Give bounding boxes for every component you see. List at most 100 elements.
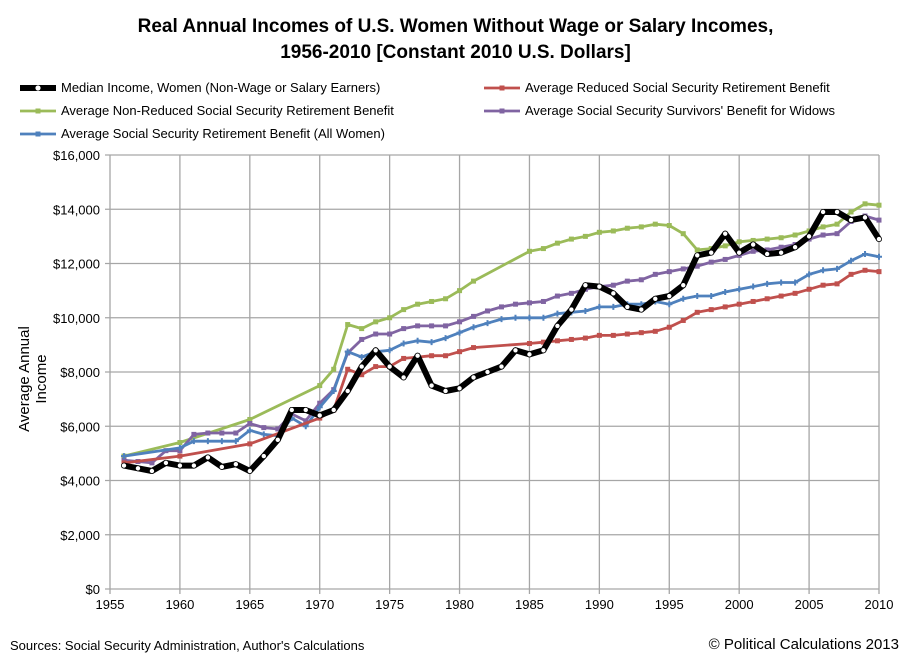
data-point bbox=[456, 385, 463, 392]
data-point bbox=[246, 427, 253, 434]
data-point bbox=[400, 340, 407, 347]
data-point bbox=[694, 309, 700, 315]
chart-title: Real Annual Incomes of U.S. Women Withou… bbox=[137, 16, 774, 63]
data-point bbox=[848, 257, 855, 264]
x-tick-label: 2005 bbox=[795, 597, 824, 612]
data-point bbox=[120, 453, 127, 460]
data-point bbox=[372, 347, 379, 354]
data-point bbox=[750, 298, 756, 304]
data-point bbox=[862, 214, 869, 221]
data-point bbox=[414, 352, 421, 359]
data-point bbox=[471, 313, 477, 319]
data-point bbox=[876, 202, 882, 208]
legend-swatch bbox=[484, 85, 520, 90]
data-point bbox=[610, 332, 616, 338]
data-point bbox=[288, 406, 295, 413]
data-point bbox=[764, 247, 770, 253]
data-point bbox=[247, 421, 253, 427]
series-0 bbox=[120, 208, 883, 475]
data-point bbox=[834, 281, 840, 287]
data-point bbox=[316, 412, 323, 419]
data-point bbox=[429, 298, 435, 304]
data-point bbox=[190, 462, 197, 469]
legend-label: Average Reduced Social Security Retireme… bbox=[525, 80, 830, 95]
data-point bbox=[330, 406, 337, 413]
data-point bbox=[457, 288, 463, 294]
data-point bbox=[512, 314, 519, 321]
data-point bbox=[484, 320, 491, 327]
data-point bbox=[526, 300, 532, 306]
data-point bbox=[666, 269, 672, 275]
data-point bbox=[247, 441, 253, 447]
data-point bbox=[736, 239, 742, 245]
data-point bbox=[778, 249, 785, 256]
data-point bbox=[820, 208, 827, 215]
legend-label: Median Income, Women (Non-Wage or Salary… bbox=[61, 80, 381, 95]
y-tick-label: $8,000 bbox=[60, 365, 100, 380]
data-point bbox=[498, 316, 505, 323]
copyright: © Political Calculations 2013 bbox=[708, 636, 899, 653]
data-point bbox=[722, 230, 729, 237]
data-point bbox=[344, 348, 351, 355]
data-point bbox=[204, 454, 211, 461]
data-point bbox=[792, 279, 799, 286]
x-tick-label: 1975 bbox=[375, 597, 404, 612]
data-point bbox=[218, 463, 225, 470]
data-point bbox=[331, 366, 337, 372]
y-tick-label: $14,000 bbox=[53, 202, 100, 217]
data-point bbox=[596, 229, 602, 235]
data-point bbox=[540, 314, 547, 321]
data-point bbox=[120, 462, 127, 469]
data-point bbox=[862, 267, 868, 273]
data-point bbox=[568, 236, 574, 242]
data-point bbox=[764, 251, 771, 258]
data-point bbox=[526, 248, 532, 254]
data-point bbox=[834, 231, 840, 237]
data-point bbox=[400, 374, 407, 381]
data-point bbox=[302, 406, 309, 413]
data-point bbox=[149, 460, 155, 466]
data-point bbox=[680, 266, 686, 272]
data-point bbox=[429, 353, 435, 359]
data-point bbox=[498, 304, 504, 310]
data-point bbox=[736, 286, 743, 293]
data-point bbox=[358, 363, 365, 370]
data-point bbox=[233, 430, 239, 436]
data-point bbox=[652, 328, 658, 334]
data-point bbox=[750, 237, 756, 243]
data-point bbox=[820, 224, 826, 230]
y-tick-label: $2,000 bbox=[60, 528, 100, 543]
data-point bbox=[176, 444, 183, 451]
data-point bbox=[275, 426, 281, 432]
legend-label: Average Social Security Retirement Benef… bbox=[61, 126, 385, 141]
data-point bbox=[806, 271, 813, 278]
data-point bbox=[526, 351, 533, 358]
data-point bbox=[694, 293, 701, 300]
data-point bbox=[820, 282, 826, 288]
data-point bbox=[862, 201, 868, 207]
data-point bbox=[666, 301, 673, 308]
data-point bbox=[708, 259, 714, 265]
data-point bbox=[373, 331, 379, 337]
data-point bbox=[190, 438, 197, 445]
data-point bbox=[554, 293, 560, 299]
x-tick-label: 2000 bbox=[725, 597, 754, 612]
data-point bbox=[176, 462, 183, 469]
data-point bbox=[652, 295, 659, 302]
data-point bbox=[540, 246, 546, 252]
data-point bbox=[414, 337, 421, 344]
data-point bbox=[442, 387, 449, 394]
y-tick-label: $16,000 bbox=[53, 148, 100, 163]
data-point bbox=[443, 353, 449, 359]
series-line bbox=[123, 202, 880, 458]
data-point bbox=[134, 465, 141, 472]
data-point bbox=[764, 280, 771, 287]
data-point bbox=[596, 303, 603, 310]
legend-label: Average Non-Reduced Social Security Reti… bbox=[61, 103, 394, 118]
data-point bbox=[260, 453, 267, 460]
data-point bbox=[848, 217, 855, 224]
data-point bbox=[694, 263, 700, 269]
x-tick-label: 1970 bbox=[305, 597, 334, 612]
data-point bbox=[708, 293, 715, 300]
data-point bbox=[638, 330, 644, 336]
